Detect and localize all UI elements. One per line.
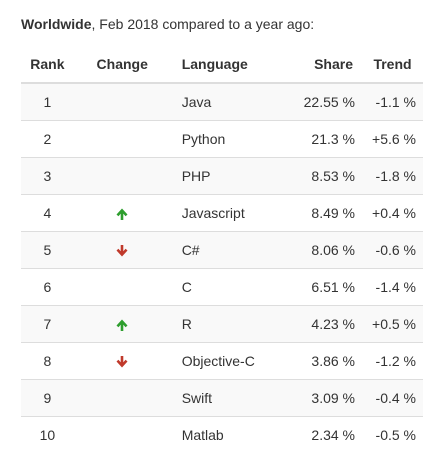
rank-cell: 1 xyxy=(21,82,74,121)
rank-cell: 8 xyxy=(21,342,74,380)
rank-cell: 3 xyxy=(21,157,74,195)
language-cell: C# xyxy=(170,231,280,269)
language-cell: Javascript xyxy=(170,194,280,232)
header-change: Change xyxy=(73,45,171,84)
share-cell: 8.49 % xyxy=(279,194,362,232)
trend-cell: -1.2 % xyxy=(362,342,423,380)
table-row: 5 C# 8.06 % -0.6 % xyxy=(21,231,423,269)
change-cell xyxy=(73,120,171,158)
change-cell xyxy=(73,268,171,306)
trend-cell: +0.5 % xyxy=(362,305,423,343)
rank-cell: 9 xyxy=(21,379,74,417)
change-cell xyxy=(73,379,171,417)
change-cell xyxy=(73,194,171,232)
change-cell xyxy=(73,342,171,380)
table-row: 3 PHP 8.53 % -1.8 % xyxy=(21,157,423,195)
trend-cell: +0.4 % xyxy=(362,194,423,232)
share-cell: 3.86 % xyxy=(279,342,362,380)
change-cell xyxy=(73,231,171,269)
rank-cell: 10 xyxy=(21,416,74,453)
rank-cell: 4 xyxy=(21,194,74,232)
table-row: 10 Matlab 2.34 % -0.5 % xyxy=(21,416,423,453)
language-cell: Objective-C xyxy=(170,342,280,380)
table-row: 6 C 6.51 % -1.4 % xyxy=(21,268,423,306)
change-cell xyxy=(73,157,171,195)
trend-cell: -0.6 % xyxy=(362,231,423,269)
share-cell: 3.09 % xyxy=(279,379,362,417)
change-cell xyxy=(73,416,171,453)
table-row: 1 Java 22.55 % -1.1 % xyxy=(21,82,423,121)
rank-cell: 2 xyxy=(21,120,74,158)
caption-region: Worldwide xyxy=(21,16,92,32)
share-cell: 21.3 % xyxy=(279,120,362,158)
table-row: 8 Objective-C 3.86 % -1.2 % xyxy=(21,342,423,380)
table-row: 9 Swift 3.09 % -0.4 % xyxy=(21,379,423,417)
share-cell: 2.34 % xyxy=(279,416,362,453)
table-row: 4 Javascript 8.49 % +0.4 % xyxy=(21,194,423,232)
share-cell: 4.23 % xyxy=(279,305,362,343)
language-ranking-table: Rank Change Language Share Trend 1 Java 22… xyxy=(21,45,423,453)
language-cell: R xyxy=(170,305,280,343)
language-cell: Python xyxy=(170,120,280,158)
table-header: Rank Change Language Share Trend xyxy=(21,45,423,84)
share-cell: 6.51 % xyxy=(279,268,362,306)
trend-cell: -0.5 % xyxy=(362,416,423,453)
header-row: Rank Change Language Share Trend xyxy=(21,45,423,84)
table-body: 1 Java 22.55 % -1.1 % 2 Python 21.3 % +5.6 % 3 PH… xyxy=(21,82,423,453)
change-cell xyxy=(73,82,171,121)
arrow-down-icon xyxy=(115,244,129,258)
language-cell: Swift xyxy=(170,379,280,417)
header-trend: Trend xyxy=(362,45,423,84)
header-share: Share xyxy=(279,45,362,84)
rank-cell: 7 xyxy=(21,305,74,343)
trend-cell: -0.4 % xyxy=(362,379,423,417)
share-cell: 8.53 % xyxy=(279,157,362,195)
trend-cell: +5.6 % xyxy=(362,120,423,158)
table-row: 2 Python 21.3 % +5.6 % xyxy=(21,120,423,158)
language-cell: C xyxy=(170,268,280,306)
table-row: 7 R 4.23 % +0.5 % xyxy=(21,305,423,343)
arrow-down-icon xyxy=(115,355,129,369)
rank-cell: 6 xyxy=(21,268,74,306)
rank-cell: 5 xyxy=(21,231,74,269)
change-cell xyxy=(73,305,171,343)
header-rank: Rank xyxy=(21,45,74,84)
trend-cell: -1.4 % xyxy=(362,268,423,306)
language-cell: Java xyxy=(170,82,280,121)
arrow-up-icon xyxy=(115,207,129,221)
header-language: Language xyxy=(170,45,280,84)
share-cell: 22.55 % xyxy=(279,82,362,121)
arrow-up-icon xyxy=(115,318,129,332)
language-cell: PHP xyxy=(170,157,280,195)
trend-cell: -1.8 % xyxy=(362,157,423,195)
share-cell: 8.06 % xyxy=(279,231,362,269)
trend-cell: -1.1 % xyxy=(362,82,423,121)
caption-text: , Feb 2018 compared to a year ago: xyxy=(91,16,315,32)
language-cell: Matlab xyxy=(170,416,280,453)
table-caption: Worldwide, Feb 2018 compared to a year a… xyxy=(21,16,314,32)
